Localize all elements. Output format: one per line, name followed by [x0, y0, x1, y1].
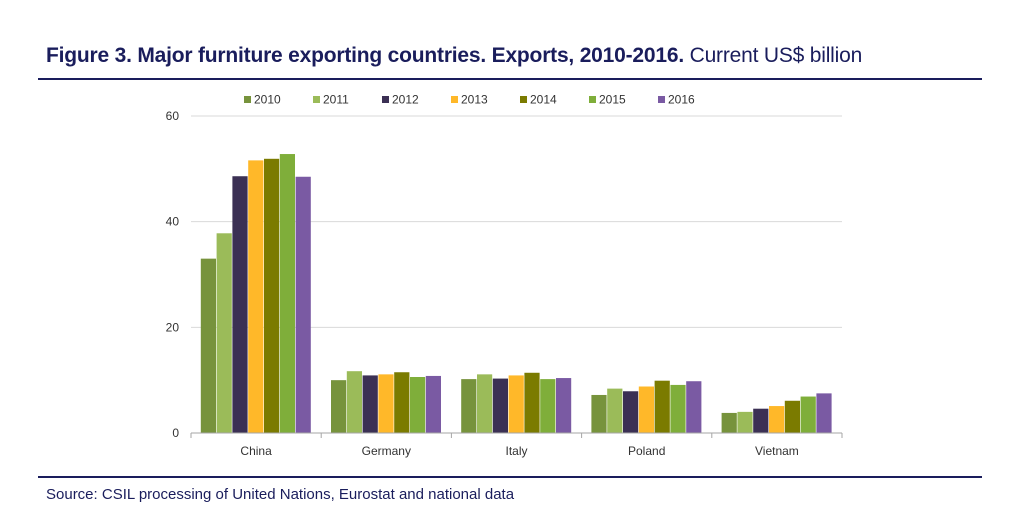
legend-label-2016: 2016	[668, 93, 695, 107]
bar-germany-2015	[410, 376, 426, 433]
legend-swatch-2016	[658, 96, 665, 103]
legend-label-2015: 2015	[599, 93, 626, 107]
legend-swatch-2012	[382, 96, 389, 103]
x-tick-label-poland: Poland	[628, 444, 665, 458]
bar-germany-2012	[362, 375, 378, 433]
y-tick-label: 0	[172, 426, 179, 440]
bar-italy-2012	[492, 378, 508, 433]
bar-china-2010	[200, 258, 216, 433]
bar-poland-2014	[654, 380, 670, 433]
bar-vietnam-2016	[816, 393, 832, 433]
bars-layer	[200, 154, 832, 434]
bar-vietnam-2013	[769, 406, 785, 433]
bar-poland-2015	[670, 384, 686, 433]
bar-italy-2015	[540, 379, 556, 433]
bottom-divider	[38, 476, 982, 478]
x-tick-label-china: China	[240, 444, 272, 458]
source-note: Source: CSIL processing of United Nation…	[46, 486, 515, 503]
legend-swatch-2014	[520, 96, 527, 103]
bar-china-2013	[248, 160, 264, 433]
x-tick-label-vietnam: Vietnam	[755, 444, 799, 458]
bar-germany-2013	[378, 374, 394, 433]
legend-swatch-2015	[589, 96, 596, 103]
bar-vietnam-2015	[800, 396, 816, 433]
bar-poland-2011	[607, 388, 623, 433]
legend-label-2013: 2013	[461, 93, 488, 107]
bar-germany-2011	[346, 371, 362, 433]
y-tick-label: 60	[166, 109, 180, 123]
bar-italy-2011	[477, 374, 493, 433]
bar-china-2011	[216, 233, 232, 433]
y-tick-label: 40	[166, 215, 180, 229]
bar-vietnam-2014	[784, 400, 800, 433]
bar-italy-2016	[556, 378, 572, 433]
legend-label-2010: 2010	[254, 93, 281, 107]
legend-swatch-2011	[313, 96, 320, 103]
bar-china-2014	[264, 158, 280, 434]
legend-label-2012: 2012	[392, 93, 419, 107]
bar-poland-2013	[638, 386, 654, 433]
x-tick-label-germany: Germany	[362, 444, 411, 458]
legend-label-2014: 2014	[530, 93, 557, 107]
bar-poland-2012	[623, 391, 639, 433]
y-tick-label: 20	[166, 320, 180, 334]
figure-title-unit: Current US$ billion	[683, 44, 863, 67]
x-tick-label-italy: Italy	[505, 444, 527, 458]
legend: 2010 2011 2012 2013 2014 2015 2016	[244, 93, 695, 107]
bar-poland-2016	[686, 381, 702, 433]
bar-china-2016	[295, 176, 311, 433]
bar-china-2015	[279, 154, 295, 434]
bar-germany-2016	[425, 375, 441, 433]
bar-china-2012	[232, 176, 248, 434]
bar-italy-2013	[508, 375, 524, 433]
bar-germany-2014	[394, 372, 410, 433]
bar-italy-2010	[461, 379, 477, 433]
bar-italy-2014	[524, 372, 540, 433]
bar-vietnam-2011	[737, 411, 753, 433]
figure-title: Figure 3. Major furniture exporting coun…	[46, 44, 862, 68]
legend-label-2011: 2011	[323, 93, 349, 107]
axis-layer: 0 20 40 60 China Germany Italy Poland Vietnam	[166, 109, 843, 458]
legend-swatch-2013	[451, 96, 458, 103]
figure-title-bold: Figure 3. Major furniture exporting coun…	[46, 44, 684, 67]
top-divider	[38, 78, 982, 80]
bar-germany-2010	[331, 380, 347, 433]
legend-swatch-2010	[244, 96, 251, 103]
bar-poland-2010	[591, 394, 607, 433]
bar-vietnam-2012	[753, 408, 769, 433]
bar-vietnam-2010	[721, 412, 737, 433]
